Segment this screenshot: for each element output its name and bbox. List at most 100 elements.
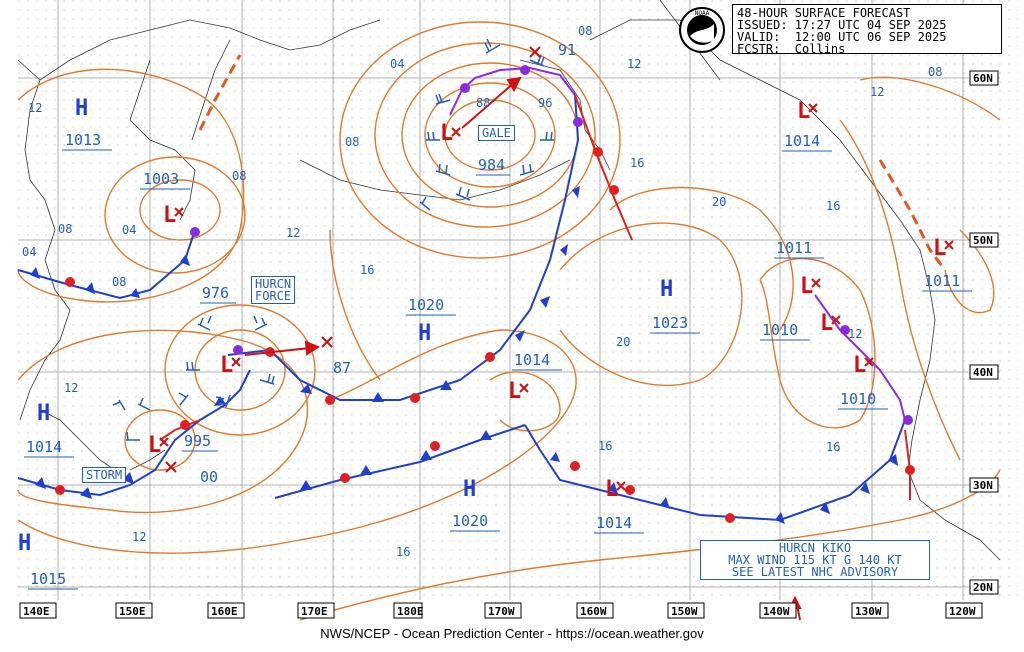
- low-pressure-value: 1010: [840, 390, 876, 408]
- svg-text:60N: 60N: [973, 72, 993, 85]
- low-symbol: L: [933, 236, 946, 261]
- header-title: 48-HOUR SURFACE FORECAST: [737, 6, 911, 20]
- high-symbol: H: [418, 321, 431, 346]
- svg-text:88: 88: [476, 96, 490, 110]
- svg-text:12: 12: [132, 530, 146, 544]
- low-symbol: L: [797, 99, 810, 124]
- svg-text:12: 12: [28, 101, 42, 115]
- kiko-wind: MAX WIND 115 KT G 140 KT: [728, 553, 902, 567]
- trough-east: [878, 159, 947, 271]
- svg-text:20N: 20N: [973, 581, 993, 594]
- svg-text:96: 96: [538, 96, 552, 110]
- low-pressure-value: 1014: [784, 132, 820, 150]
- header-valid: VALID: 12:00 UTC 06 SEP 2025: [737, 30, 947, 44]
- gale-warning-label: GALE: [478, 125, 515, 141]
- svg-text:08: 08: [578, 24, 592, 38]
- low-x-marks: [159, 46, 954, 491]
- svg-text:12: 12: [848, 327, 862, 341]
- svg-text:16: 16: [826, 199, 840, 213]
- svg-text:170E: 170E: [301, 605, 328, 618]
- svg-text:16: 16: [630, 156, 644, 170]
- value-underlines: [24, 149, 972, 590]
- low-symbol: L: [148, 433, 161, 458]
- high-symbol: H: [18, 531, 31, 556]
- svg-text:NOAA: NOAA: [695, 10, 710, 17]
- svg-text:08: 08: [232, 169, 246, 183]
- pressure-values: 1013 1020 1023 1014 1020 1015 1003 984 1…: [26, 131, 960, 588]
- svg-text:20: 20: [616, 335, 630, 349]
- force-text: FORCE: [255, 289, 292, 303]
- low-center-value: 91: [558, 41, 576, 59]
- low-pressure-value: 1014: [514, 351, 550, 369]
- noaa-logo-icon: NOAA: [679, 7, 725, 53]
- fronts: [17, 65, 915, 524]
- high-pressure-value: 1014: [26, 438, 62, 456]
- storm-warning-label: STORM: [82, 467, 127, 483]
- low-symbol: L: [508, 379, 521, 404]
- low-pressure-value: 1011: [924, 272, 960, 290]
- low-pressure-value: 1011: [776, 239, 812, 257]
- svg-text:12: 12: [627, 57, 641, 71]
- high-pressure-value: 1015: [30, 570, 66, 588]
- high-symbol: H: [75, 96, 88, 121]
- low-symbol: L: [800, 274, 813, 299]
- kiko-title: HURCN KIKO: [778, 541, 852, 555]
- dot-grid: [18, 0, 1018, 600]
- svg-text:160E: 160E: [211, 605, 238, 618]
- svg-text:40N: 40N: [973, 366, 993, 379]
- low-pressure-value: 976: [202, 284, 229, 302]
- svg-text:16: 16: [396, 545, 410, 559]
- low-pressure-value: 1014: [596, 514, 632, 532]
- low-markers: L L L L L L L L L L L: [148, 99, 946, 502]
- svg-text:12: 12: [286, 226, 300, 240]
- svg-text:12: 12: [64, 381, 78, 395]
- coastlines: [17, 0, 1001, 561]
- svg-text:08: 08: [112, 275, 126, 289]
- svg-text:150E: 150E: [119, 605, 146, 618]
- svg-text:170W: 170W: [488, 605, 515, 618]
- footer-credit: NWS/NCEP - Ocean Prediction Center - htt…: [320, 626, 704, 641]
- isobars: [17, 21, 1001, 621]
- svg-text:140E: 140E: [23, 605, 50, 618]
- low-symbol: L: [163, 203, 176, 228]
- header-issued: ISSUED: 17:27 UTC 04 SEP 2025: [737, 18, 947, 32]
- trough-west: [198, 54, 242, 131]
- high-pressure-value: 1020: [408, 296, 444, 314]
- isobar-labels: 12 08 04 08 04 08 04 08 88 96 91 08 12 0…: [22, 24, 942, 559]
- storm-text: STORM: [86, 468, 123, 482]
- high-symbol: H: [463, 477, 476, 502]
- svg-text:16: 16: [360, 263, 374, 277]
- low-symbol: L: [820, 311, 833, 336]
- forecast-header: 48-HOUR SURFACE FORECAST ISSUED: 17:27 U…: [732, 4, 1002, 56]
- header-forecaster: FCSTR: Collins: [737, 42, 846, 56]
- svg-text:08: 08: [928, 65, 942, 79]
- kiko-advisory: SEE LATEST NHC ADVISORY: [731, 565, 899, 579]
- high-markers: H H H H H H: [18, 96, 673, 556]
- svg-text:16: 16: [598, 439, 612, 453]
- wind-barbs: [112, 38, 554, 441]
- svg-text:04: 04: [390, 57, 404, 71]
- low-symbol: L: [853, 353, 866, 378]
- high-pressure-value: 1013: [65, 131, 101, 149]
- high-symbol: H: [37, 401, 50, 426]
- low-center-value: 87: [333, 359, 351, 377]
- svg-text:160W: 160W: [580, 605, 607, 618]
- svg-text:08: 08: [345, 135, 359, 149]
- hurricane-kiko-advisory: HURCN KIKO MAX WIND 115 KT G 140 KT SEE …: [700, 540, 930, 580]
- high-pressure-value: 1023: [652, 314, 688, 332]
- svg-text:120W: 120W: [949, 605, 976, 618]
- svg-text:04: 04: [22, 245, 36, 259]
- svg-text:140W: 140W: [763, 605, 790, 618]
- axis-labels: 140E 150E 160E 170E 180E 170W 160W 150W …: [19, 70, 999, 619]
- low-symbol: L: [440, 121, 453, 146]
- high-symbol: H: [660, 277, 673, 302]
- hurcn-text: HURCN: [255, 277, 292, 291]
- low-pressure-value: 1003: [143, 170, 179, 188]
- svg-text:08: 08: [58, 222, 72, 236]
- svg-text:50N: 50N: [973, 234, 993, 247]
- svg-text:130W: 130W: [855, 605, 882, 618]
- svg-text:180E: 180E: [397, 605, 424, 618]
- low-symbol: L: [605, 477, 618, 502]
- low-center-value: 00: [200, 468, 218, 486]
